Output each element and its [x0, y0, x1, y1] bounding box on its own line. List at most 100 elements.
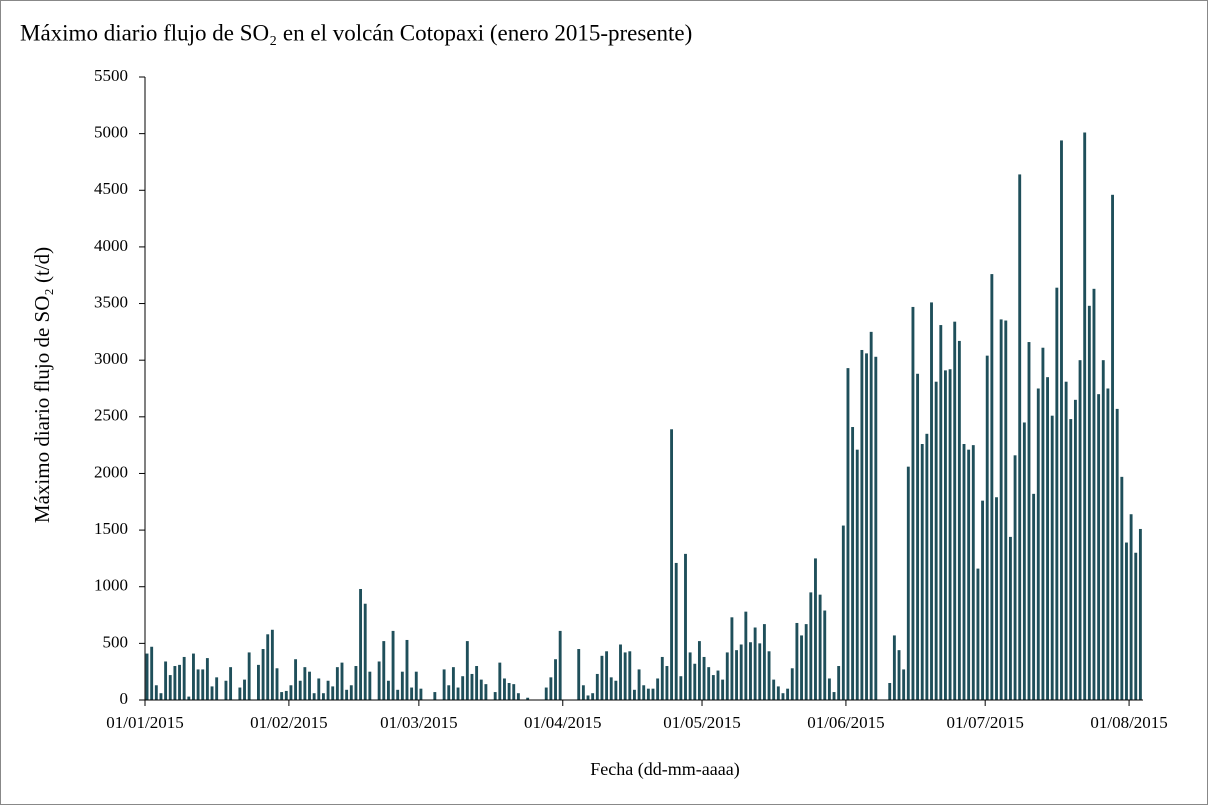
bar — [721, 679, 725, 700]
bar — [670, 429, 674, 700]
bar — [735, 650, 738, 700]
bar — [1008, 536, 1012, 700]
bar — [739, 644, 743, 700]
bar — [503, 678, 506, 700]
bar — [456, 687, 460, 700]
bar — [865, 353, 868, 700]
bar — [289, 685, 293, 700]
bar — [215, 677, 219, 700]
bar — [1055, 287, 1059, 700]
bar — [1087, 305, 1091, 700]
bar — [257, 664, 260, 700]
bar — [981, 500, 985, 700]
bar — [934, 381, 938, 700]
bar — [317, 678, 321, 700]
bar — [159, 693, 163, 700]
bar — [145, 653, 149, 700]
bar — [498, 662, 502, 700]
bar — [1120, 476, 1124, 700]
bar — [312, 693, 316, 700]
bar — [400, 671, 404, 700]
bar — [465, 641, 469, 700]
bar — [396, 689, 400, 700]
bar — [688, 652, 692, 700]
bar — [693, 663, 697, 700]
bar — [210, 686, 214, 700]
y-tick-label: 5500 — [94, 66, 128, 85]
bar — [284, 690, 288, 700]
bar — [823, 610, 827, 700]
bar — [860, 349, 864, 700]
y-tick-label: 4500 — [94, 179, 128, 198]
bar — [577, 649, 581, 700]
bar — [753, 627, 757, 700]
bar — [1078, 360, 1082, 700]
bar — [475, 666, 479, 700]
bar — [1097, 394, 1101, 700]
bar — [916, 373, 920, 700]
bar — [280, 692, 284, 700]
bar — [679, 676, 683, 700]
bar — [930, 302, 933, 700]
bar — [1138, 528, 1142, 700]
bar — [1050, 415, 1054, 700]
bar — [855, 449, 859, 700]
bar — [261, 649, 265, 700]
bar — [651, 688, 655, 700]
bar — [725, 652, 729, 700]
bar — [939, 325, 943, 700]
bar — [493, 692, 497, 700]
bar — [605, 651, 609, 700]
bar — [1083, 132, 1087, 700]
bar — [837, 666, 841, 700]
chart-title: Máximo diario flujo de SO₂ en el volcán … — [20, 20, 692, 45]
bar — [744, 611, 748, 700]
y-tick-label: 2000 — [94, 462, 128, 481]
bar — [1101, 360, 1105, 700]
bar — [1134, 552, 1138, 700]
bar — [303, 667, 307, 700]
bar — [944, 370, 947, 700]
bar — [442, 669, 446, 700]
bar — [758, 643, 762, 700]
bar — [1041, 347, 1045, 700]
bar — [308, 671, 311, 700]
bar — [716, 670, 720, 700]
bar — [623, 652, 627, 700]
x-axis-label: Fecha (dd-mm-aaaa) — [590, 759, 739, 780]
bar — [479, 679, 483, 700]
bar — [414, 671, 418, 700]
bar — [243, 679, 246, 700]
bar — [382, 641, 386, 700]
bar — [349, 685, 353, 700]
bar — [386, 680, 390, 700]
bar — [869, 331, 873, 700]
bar — [247, 652, 251, 700]
bar — [345, 689, 349, 700]
bar — [410, 687, 414, 700]
bar — [591, 693, 595, 700]
bar — [433, 692, 437, 700]
bar — [298, 680, 302, 700]
bar — [294, 659, 298, 700]
x-tick-label: 01/07/2015 — [946, 713, 1023, 732]
bar — [656, 678, 660, 700]
bar — [321, 693, 325, 700]
bar — [920, 444, 924, 700]
x-tick-label: 01/03/2015 — [380, 713, 457, 732]
bar — [1032, 493, 1036, 700]
bar — [516, 693, 520, 700]
bar — [702, 656, 706, 700]
bar — [470, 673, 474, 700]
bar — [660, 656, 664, 700]
bar — [711, 675, 715, 700]
bar — [377, 661, 381, 700]
bar — [1069, 419, 1073, 700]
bar — [270, 629, 274, 700]
bar — [1129, 514, 1133, 700]
bar — [818, 594, 822, 700]
bar — [1046, 377, 1049, 700]
bar — [971, 445, 975, 700]
bar — [201, 669, 205, 700]
bar — [897, 650, 901, 700]
